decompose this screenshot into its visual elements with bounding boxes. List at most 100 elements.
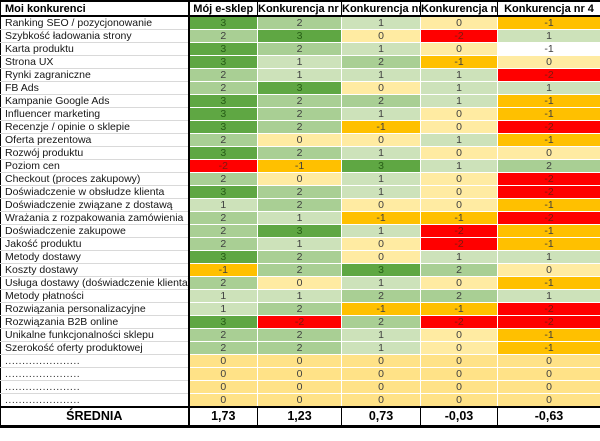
score-cell[interactable]: 2 xyxy=(188,133,258,147)
score-cell[interactable]: -1 xyxy=(497,133,600,147)
row-label[interactable]: Doświadczenie związane z dostawą xyxy=(0,198,190,212)
score-cell[interactable]: -1 xyxy=(420,55,498,69)
score-cell[interactable]: -2 xyxy=(420,224,498,238)
row-label[interactable]: ...................... xyxy=(0,354,190,368)
average-value-cell[interactable]: 1,23 xyxy=(257,406,342,428)
score-cell[interactable]: 0 xyxy=(341,367,421,381)
score-cell[interactable]: 0 xyxy=(341,393,421,408)
score-cell[interactable]: 0 xyxy=(341,29,421,43)
score-cell[interactable]: -2 xyxy=(497,120,600,134)
score-cell[interactable]: 2 xyxy=(188,341,258,355)
score-cell[interactable]: 0 xyxy=(420,328,498,342)
row-label[interactable]: Usługa dostawy (doświadczenie klienta) xyxy=(0,276,190,290)
score-cell[interactable]: 2 xyxy=(188,68,258,82)
score-cell[interactable]: 0 xyxy=(341,250,421,264)
score-cell[interactable]: 0 xyxy=(497,146,600,160)
score-cell[interactable]: 0 xyxy=(257,133,342,147)
score-cell[interactable]: -2 xyxy=(257,315,342,329)
score-cell[interactable]: 0 xyxy=(497,393,600,408)
score-cell[interactable]: 2 xyxy=(257,120,342,134)
score-cell[interactable]: 3 xyxy=(188,120,258,134)
score-cell[interactable]: 1 xyxy=(420,159,498,173)
score-cell[interactable]: 0 xyxy=(420,276,498,290)
score-cell[interactable]: -1 xyxy=(497,42,600,56)
score-cell[interactable]: 1 xyxy=(257,68,342,82)
score-cell[interactable]: 3 xyxy=(188,107,258,121)
score-cell[interactable]: 2 xyxy=(188,81,258,95)
row-label[interactable]: Rynki zagraniczne xyxy=(0,68,190,82)
score-cell[interactable]: -2 xyxy=(420,237,498,251)
score-cell[interactable]: 1 xyxy=(497,81,600,95)
score-cell[interactable]: -2 xyxy=(420,29,498,43)
score-cell[interactable]: 2 xyxy=(420,263,498,277)
score-cell[interactable]: 0 xyxy=(341,380,421,394)
score-cell[interactable]: 1 xyxy=(341,16,421,30)
column-header[interactable]: Mój e-sklep xyxy=(188,0,258,17)
row-label[interactable]: Ranking SEO / pozycjonowanie xyxy=(0,16,190,30)
score-cell[interactable]: 1 xyxy=(420,68,498,82)
column-header[interactable]: Konkurencja nr 1 xyxy=(257,0,342,17)
score-cell[interactable]: 0 xyxy=(420,341,498,355)
score-cell[interactable]: 0 xyxy=(420,172,498,186)
score-cell[interactable]: 2 xyxy=(341,94,421,108)
score-cell[interactable]: 2 xyxy=(257,341,342,355)
score-cell[interactable]: 1 xyxy=(257,211,342,225)
score-cell[interactable]: -2 xyxy=(497,302,600,316)
score-cell[interactable]: 1 xyxy=(257,289,342,303)
score-cell[interactable]: 2 xyxy=(341,289,421,303)
score-cell[interactable]: -2 xyxy=(497,185,600,199)
score-cell[interactable]: 0 xyxy=(497,55,600,69)
score-cell[interactable]: -1 xyxy=(497,237,600,251)
score-cell[interactable]: 1 xyxy=(341,185,421,199)
row-label[interactable]: Unikalne funkcjonalności sklepu xyxy=(0,328,190,342)
row-label[interactable]: Recenzje / opinie o sklepie xyxy=(0,120,190,134)
header-label-cell[interactable]: Moi konkurenci xyxy=(0,0,190,17)
score-cell[interactable]: 0 xyxy=(420,185,498,199)
score-cell[interactable]: 2 xyxy=(257,198,342,212)
score-cell[interactable]: 0 xyxy=(257,276,342,290)
score-cell[interactable]: 1 xyxy=(341,341,421,355)
score-cell[interactable]: 1 xyxy=(341,172,421,186)
score-cell[interactable]: 2 xyxy=(257,328,342,342)
row-label[interactable]: Szerokość oferty produktowej xyxy=(0,341,190,355)
score-cell[interactable]: 0 xyxy=(341,133,421,147)
score-cell[interactable]: 0 xyxy=(341,81,421,95)
score-cell[interactable]: 2 xyxy=(257,107,342,121)
row-label[interactable]: Kampanie Google Ads xyxy=(0,94,190,108)
average-value-cell[interactable]: 0,73 xyxy=(341,406,421,428)
row-label[interactable]: Jakość produktu xyxy=(0,237,190,251)
score-cell[interactable]: 0 xyxy=(341,198,421,212)
row-label[interactable]: FB Ads xyxy=(0,81,190,95)
score-cell[interactable]: 1 xyxy=(188,198,258,212)
score-cell[interactable]: -1 xyxy=(497,16,600,30)
score-cell[interactable]: 1 xyxy=(497,29,600,43)
score-cell[interactable]: 1 xyxy=(341,146,421,160)
score-cell[interactable]: 0 xyxy=(497,263,600,277)
score-cell[interactable]: 0 xyxy=(257,172,342,186)
score-cell[interactable]: 0 xyxy=(188,393,258,408)
row-label[interactable]: ...................... xyxy=(0,380,190,394)
score-cell[interactable]: 1 xyxy=(257,237,342,251)
score-cell[interactable]: -1 xyxy=(497,341,600,355)
score-cell[interactable]: 3 xyxy=(188,16,258,30)
score-cell[interactable]: -1 xyxy=(497,94,600,108)
score-cell[interactable]: 1 xyxy=(420,94,498,108)
score-cell[interactable]: -1 xyxy=(497,224,600,238)
score-cell[interactable]: 3 xyxy=(257,29,342,43)
score-cell[interactable]: 2 xyxy=(257,185,342,199)
score-cell[interactable]: -2 xyxy=(420,315,498,329)
row-label[interactable]: Rozwiązania personalizacyjne xyxy=(0,302,190,316)
row-label[interactable]: Koszty dostawy xyxy=(0,263,190,277)
score-cell[interactable]: 0 xyxy=(420,380,498,394)
score-cell[interactable]: 0 xyxy=(420,354,498,368)
row-label[interactable]: Karta produktu xyxy=(0,42,190,56)
score-cell[interactable]: 0 xyxy=(497,367,600,381)
score-cell[interactable]: 1 xyxy=(188,289,258,303)
score-cell[interactable]: 1 xyxy=(341,42,421,56)
score-cell[interactable]: -1 xyxy=(341,211,421,225)
row-label[interactable]: Influencer marketing xyxy=(0,107,190,121)
score-cell[interactable]: 3 xyxy=(188,146,258,160)
score-cell[interactable]: 2 xyxy=(257,263,342,277)
column-header[interactable]: Konkurencja nr 4 xyxy=(497,0,600,17)
score-cell[interactable]: -2 xyxy=(497,172,600,186)
